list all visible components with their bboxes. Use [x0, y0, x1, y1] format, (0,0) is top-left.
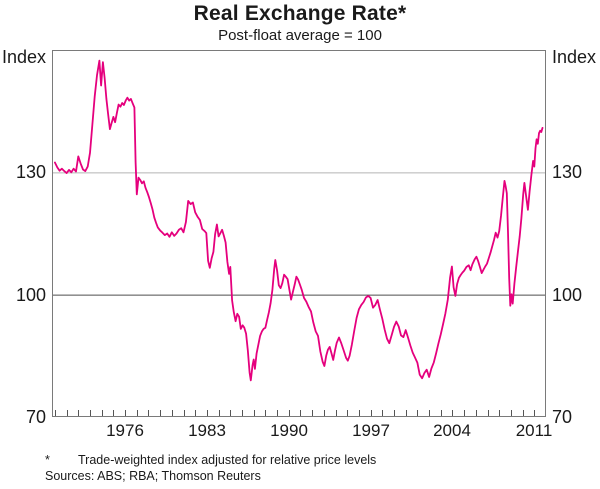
y-axis-label-right-70: 70 [552, 407, 573, 427]
footnote-marker: * [45, 453, 50, 467]
plot-border [52, 50, 546, 417]
chart-title: Real Exchange Rate* [193, 2, 407, 25]
data-line-real-exchange-rate [54, 59, 544, 382]
chart-subtitle: Post-float average = 100 [218, 27, 382, 44]
x-axis-label-2004: 2004 [433, 421, 471, 440]
y-axis-label-right-130: 130 [552, 162, 583, 182]
x-axis-label-1983: 1983 [188, 421, 226, 440]
y-axis-label-left-100: 100 [15, 285, 46, 305]
footnote: * Trade-weighted index adjusted for relat… [45, 453, 585, 484]
left-axis-unit-label: Index [1, 47, 46, 67]
right-axis-unit-label: Index [552, 47, 597, 67]
x-axis-label-1990: 1990 [270, 421, 308, 440]
y-axis-label-left-130: 130 [15, 162, 46, 182]
x-axis-label-1976: 1976 [106, 421, 144, 440]
footnote-line: * Trade-weighted index adjusted for relat… [45, 453, 585, 469]
y-axis-label-left-70: 70 [25, 407, 46, 427]
footnote-text: Trade-weighted index adjusted for relati… [78, 453, 377, 467]
x-axis-label-2011: 2011 [515, 421, 553, 440]
footnote-sources: Sources: ABS; RBA; Thomson Reuters [45, 468, 261, 483]
x-axis-label-1997: 1997 [352, 421, 390, 440]
y-axis-label-right-100: 100 [552, 285, 583, 305]
